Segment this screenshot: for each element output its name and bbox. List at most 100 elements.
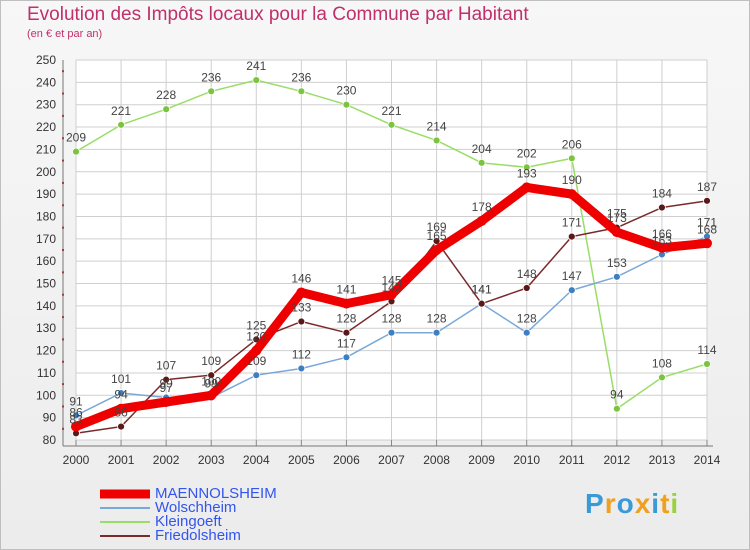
x-tick-label: 2006 [333,453,360,467]
data-point-maennolsheim [656,242,667,253]
data-label-friedolsheim: 133 [291,301,311,315]
data-label-kleingoeft: 108 [652,356,672,370]
data-label-wolschheim: 141 [472,283,492,297]
data-point-kleingoeft [477,158,486,167]
data-label-maennolsheim: 166 [652,227,672,241]
data-point-wolschheim [522,328,531,337]
y-tick-label: 110 [37,366,56,380]
data-label-kleingoeft: 221 [111,104,131,118]
y-tick-label: 230 [36,98,56,112]
y-tick-label: 150 [36,277,56,291]
x-tick-label: 2013 [649,453,676,467]
data-label-maennolsheim: 86 [69,406,83,420]
series-layer [71,76,712,438]
data-label-wolschheim: 171 [697,216,717,230]
data-point-wolschheim [72,411,80,420]
legend-label-maennolsheim: MAENNOLSHEIM [155,485,277,502]
y-tick-label: 220 [36,120,56,134]
x-tick-label: 2001 [108,453,135,467]
data-label-wolschheim: 128 [381,312,401,326]
data-point-wolschheim [432,328,441,337]
x-tick-label: 2009 [468,453,495,467]
data-point-kleingoeft [567,154,576,163]
data-label-maennolsheim: 165 [427,229,447,243]
data-label-maennolsheim: 146 [291,271,311,285]
data-label-friedolsheim: 142 [381,280,401,294]
y-tick-label: 120 [36,344,56,358]
data-point-friedolsheim [567,232,576,241]
data-label-wolschheim: 112 [292,347,311,361]
data-label-friedolsheim: 175 [607,207,627,221]
data-point-friedolsheim [658,203,666,212]
data-label-kleingoeft: 241 [246,59,266,73]
data-point-kleingoeft [207,87,216,96]
data-point-maennolsheim [296,287,307,298]
data-point-maennolsheim [251,345,262,356]
data-label-maennolsheim: 190 [562,173,582,187]
y-tick-label: 250 [36,53,56,67]
data-label-wolschheim: 109 [246,354,266,368]
legend-label-kleingoeft: Kleingoeft [155,513,222,530]
data-point-friedolsheim [522,284,531,292]
data-label-kleingoeft: 214 [427,119,447,133]
data-point-kleingoeft [117,120,125,129]
data-point-wolschheim [567,286,576,295]
data-point-kleingoeft [522,163,531,172]
data-point-maennolsheim [161,397,172,407]
x-tick-label: 2005 [288,453,315,467]
data-label-wolschheim: 128 [517,312,537,326]
logo-letter: i [651,488,661,519]
data-point-friedolsheim [432,237,441,245]
y-tick-label: 100 [36,388,56,402]
data-label-wolschheim: 147 [562,269,582,283]
data-label-kleingoeft: 228 [156,88,176,102]
data-label-friedolsheim: 184 [652,187,672,201]
data-label-friedolsheim: 83 [69,412,83,426]
x-tick-label: 2012 [604,453,631,467]
data-label-friedolsheim: 128 [336,312,356,326]
data-label-friedolsheim: 148 [517,267,537,281]
data-label-maennolsheim: 178 [472,200,492,214]
data-point-friedolsheim [162,375,171,384]
logo-letter: t [660,488,671,519]
data-point-friedolsheim [477,299,486,308]
data-point-maennolsheim [206,390,217,401]
data-label-maennolsheim: 173 [607,211,627,225]
data-label-friedolsheim: 86 [114,406,128,420]
data-label-maennolsheim: 100 [201,374,221,388]
x-tick-label: 2003 [198,453,225,467]
y-tick-label: 130 [36,321,56,335]
data-point-wolschheim [387,328,396,337]
data-point-friedolsheim [297,317,306,326]
x-tick-label: 2002 [153,453,180,467]
data-point-wolschheim [252,371,261,380]
data-point-wolschheim [342,353,351,362]
y-tick-label: 210 [36,142,56,156]
axes: 8090100110120130140150160170180190200210… [36,53,721,467]
data-label-kleingoeft: 114 [697,343,716,357]
chart-title: Evolution des Impôts locaux pour la Comm… [27,4,529,25]
data-label-maennolsheim: 141 [336,283,356,297]
logo-letter: o [616,488,635,519]
logo-letter: P [585,488,605,519]
data-point-kleingoeft [387,120,396,129]
data-point-kleingoeft [252,76,261,85]
chart-subtitle: (en € et par an) [27,28,103,40]
data-point-maennolsheim [71,421,81,432]
data-label-kleingoeft: 94 [610,388,624,402]
data-label-friedolsheim: 169 [427,220,447,234]
data-label-friedolsheim: 109 [201,354,221,368]
data-point-maennolsheim [386,289,397,300]
x-tick-label: 2004 [243,453,270,467]
legend-label-friedolsheim: Friedolsheim [155,527,241,544]
data-point-wolschheim [297,364,306,373]
data-point-friedolsheim [703,196,711,205]
data-point-kleingoeft [703,360,711,368]
data-point-friedolsheim [207,371,216,380]
y-tick-label: 90 [43,411,57,425]
y-tick-label: 80 [43,433,57,447]
data-point-maennolsheim [702,238,712,249]
data-label-wolschheim: 163 [652,233,672,247]
y-tick-label: 140 [36,299,56,313]
